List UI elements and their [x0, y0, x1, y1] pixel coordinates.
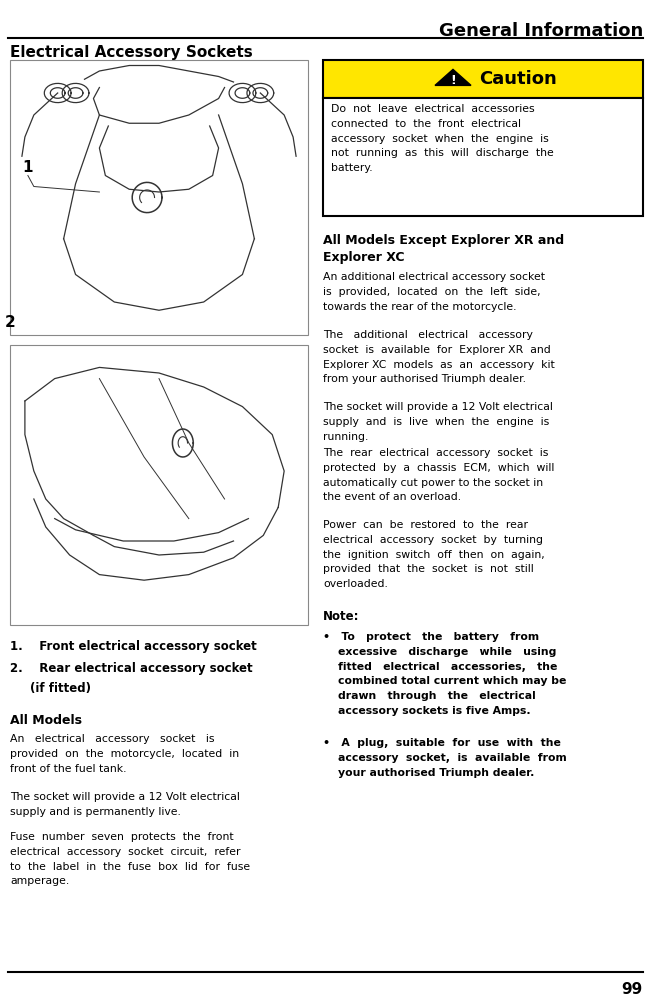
Bar: [323, 60, 643, 98]
Text: The   additional   electrical   accessory
socket  is  available  for  Explorer X: The additional electrical accessory sock…: [323, 330, 555, 384]
Text: Electrical Accessory Sockets: Electrical Accessory Sockets: [10, 45, 253, 60]
Text: 1: 1: [22, 160, 33, 175]
Text: Power  can  be  restored  to  the  rear
electrical  accessory  socket  by  turni: Power can be restored to the rear electr…: [323, 520, 545, 589]
Text: 1.    Front electrical accessory socket: 1. Front electrical accessory socket: [10, 640, 256, 653]
Text: An   electrical   accessory   socket   is
provided  on  the  motorcycle,  locate: An electrical accessory socket is provid…: [10, 734, 239, 774]
Text: 2: 2: [5, 315, 16, 330]
Text: An additional electrical accessory socket
is  provided,  located  on  the  left : An additional electrical accessory socke…: [323, 272, 545, 312]
Text: The socket will provide a 12 Volt electrical
supply  and  is  live  when  the  e: The socket will provide a 12 Volt electr…: [323, 402, 553, 442]
Text: All Models: All Models: [10, 714, 82, 727]
Text: Fuse  number  seven  protects  the  front
electrical  accessory  socket  circuit: Fuse number seven protects the front ele…: [10, 832, 250, 886]
Text: General Information: General Information: [439, 22, 643, 40]
Text: (if fitted): (if fitted): [30, 682, 91, 695]
Text: Caution: Caution: [479, 70, 557, 88]
Text: The socket will provide a 12 Volt electrical
supply and is permanently live.: The socket will provide a 12 Volt electr…: [10, 792, 240, 817]
Polygon shape: [435, 69, 471, 85]
Text: •   A  plug,  suitable  for  use  with  the
    accessory  socket,  is  availabl: • A plug, suitable for use with the acce…: [323, 738, 567, 778]
Text: The  rear  electrical  accessory  socket  is
protected  by  a  chassis  ECM,  wh: The rear electrical accessory socket is …: [323, 448, 555, 502]
Bar: [10, 60, 308, 335]
Text: Note:: Note:: [323, 610, 359, 623]
Text: 99: 99: [622, 982, 643, 997]
Bar: [323, 98, 643, 216]
Text: !: !: [450, 75, 456, 88]
Text: All Models Except Explorer XR and
Explorer XC: All Models Except Explorer XR and Explor…: [323, 234, 564, 264]
Text: 2.    Rear electrical accessory socket: 2. Rear electrical accessory socket: [10, 662, 253, 675]
Text: Do  not  leave  electrical  accessories
connected  to  the  front  electrical
ac: Do not leave electrical accessories conn…: [331, 104, 554, 173]
Text: •   To   protect   the   battery   from
    excessive   discharge   while   usin: • To protect the battery from excessive …: [323, 632, 566, 716]
Bar: [10, 345, 308, 625]
